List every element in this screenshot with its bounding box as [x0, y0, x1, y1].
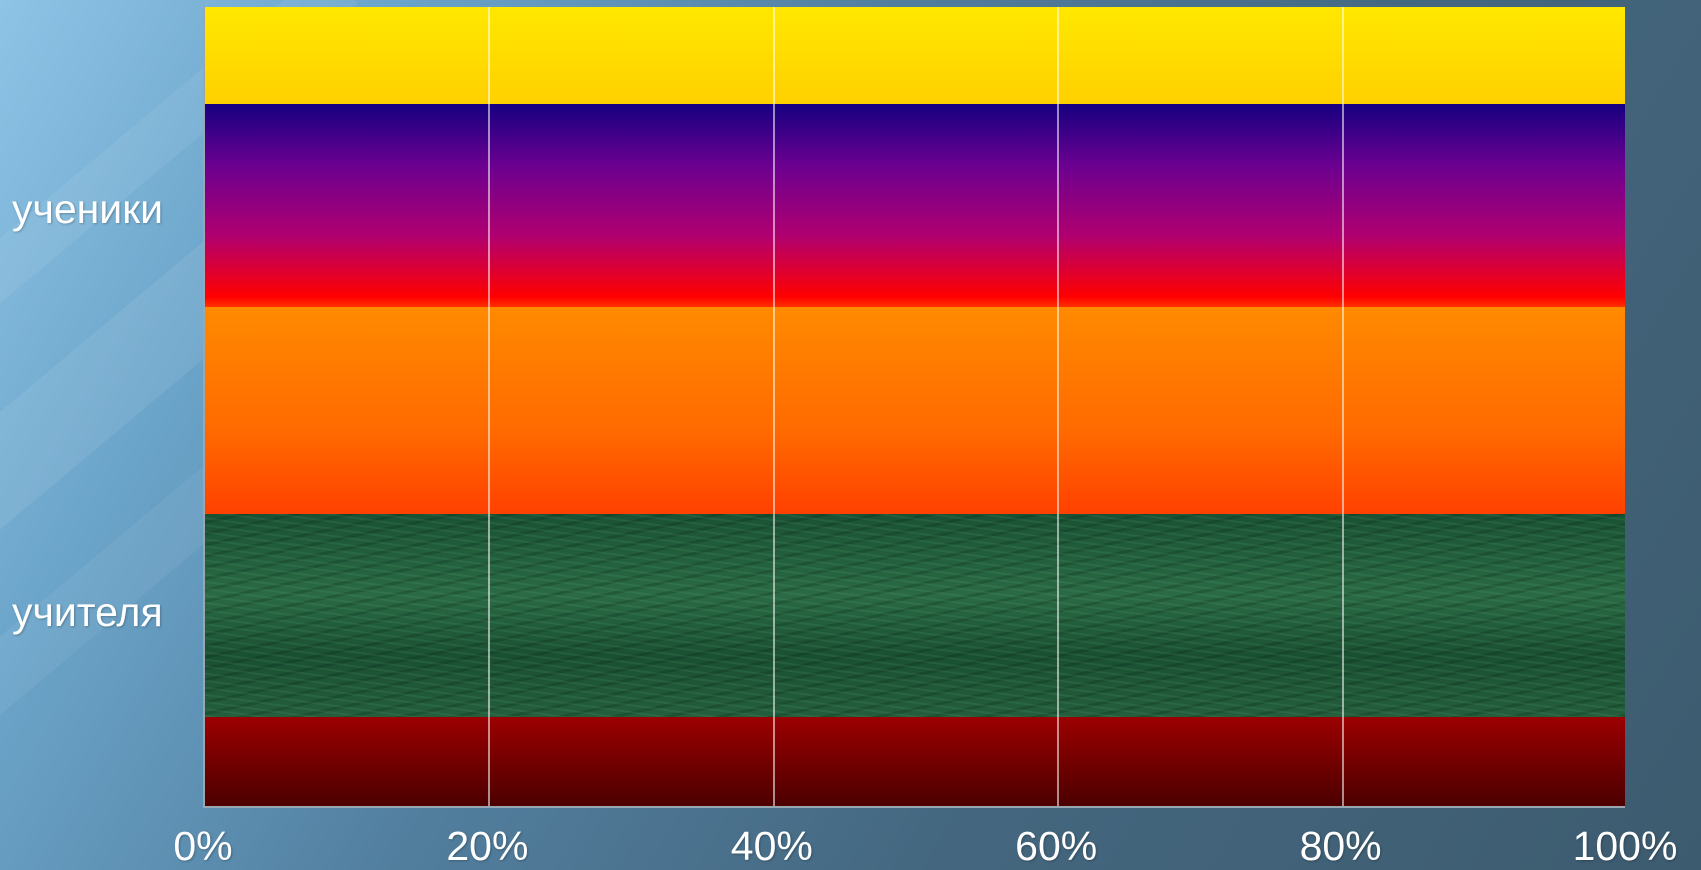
bar-ucheniki-segment-3	[205, 307, 1625, 514]
bar-uchitelya-segment-4	[205, 514, 1625, 717]
chart-plot-area	[203, 7, 1625, 808]
gridline	[1057, 7, 1060, 806]
gridline	[1341, 7, 1344, 806]
category-label-uchitelya: учителя	[12, 589, 163, 635]
gridline	[488, 7, 491, 806]
x-tick-label: 100%	[1572, 823, 1678, 869]
bar-ucheniki-segment-1	[205, 7, 1625, 104]
bar-uchitelya-segment-5	[205, 717, 1625, 806]
x-tick-label: 40%	[730, 823, 813, 869]
x-tick-label: 80%	[1299, 823, 1382, 869]
x-tick-label: 60%	[1015, 823, 1098, 869]
category-label-ucheniki: ученики	[12, 186, 164, 232]
gridline	[772, 7, 775, 806]
x-tick-label: 0%	[173, 823, 233, 869]
bar-ucheniki-segment-2	[205, 104, 1625, 307]
x-tick-label: 20%	[446, 823, 529, 869]
